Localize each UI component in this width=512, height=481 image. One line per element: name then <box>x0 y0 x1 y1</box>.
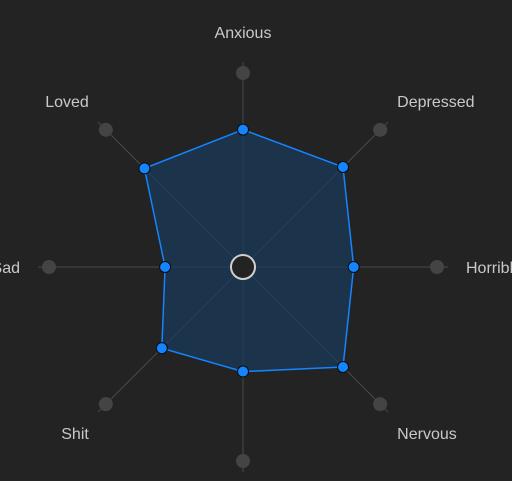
point-sad[interactable] <box>159 261 172 273</box>
point-depressed[interactable] <box>337 160 350 173</box>
radar-points <box>138 123 360 378</box>
axis-handle-nervous[interactable] <box>373 397 388 412</box>
axis-handle-angry[interactable] <box>236 454 250 468</box>
point-shit[interactable] <box>155 342 168 355</box>
point-horrible[interactable] <box>347 261 360 273</box>
point-angry[interactable] <box>237 365 249 378</box>
radar-series-area <box>143 128 355 373</box>
radar-center-ring <box>230 254 256 280</box>
axis-label-sad: Sad <box>0 260 20 277</box>
axis-label-loved: Loved <box>45 94 89 111</box>
axis-handle-sad[interactable] <box>42 260 56 274</box>
axis-handle-horrible[interactable] <box>430 260 444 274</box>
axis-label-depressed: Depressed <box>397 94 474 111</box>
axis-handles <box>42 66 444 468</box>
axis-label-nervous: Nervous <box>397 426 457 443</box>
point-nervous[interactable] <box>337 361 350 374</box>
axis-handle-anxious[interactable] <box>236 66 250 80</box>
axis-handle-depressed[interactable] <box>373 122 388 137</box>
axis-label-shit: Shit <box>61 426 89 443</box>
point-anxious[interactable] <box>237 123 249 136</box>
point-loved[interactable] <box>138 162 151 175</box>
axis-labels: AnxiousDepressedHorribleNervousAngryShit… <box>0 25 512 443</box>
axis-handle-loved[interactable] <box>98 122 113 137</box>
axis-label-horrible: Horrible <box>466 260 512 277</box>
axis-handle-shit[interactable] <box>98 397 113 412</box>
axis-label-anxious: Anxious <box>215 25 272 42</box>
